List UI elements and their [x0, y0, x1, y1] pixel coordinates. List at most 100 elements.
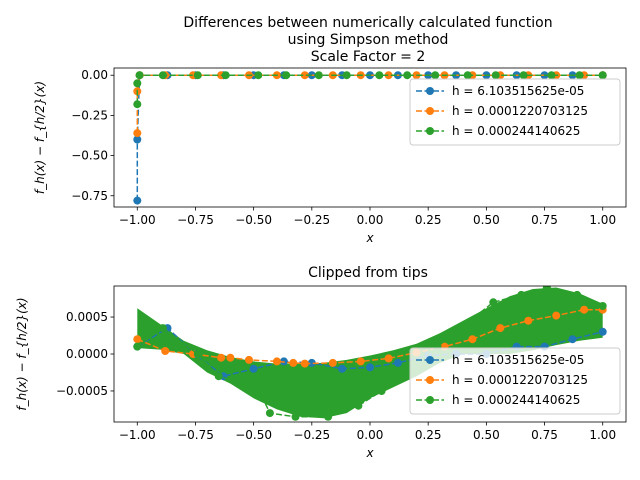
series-1-point	[366, 363, 374, 372]
series-3-point	[314, 71, 323, 80]
series-3-point	[135, 71, 144, 80]
series-3-point	[291, 412, 300, 421]
x-tick-label: 1.00	[589, 213, 616, 227]
series-2-point	[328, 358, 337, 367]
x-tick-label: 0.75	[531, 213, 558, 227]
plot-1: −1.00 −0.75 −0.50 −0.25 0.00 0.25 0.50 0.75 1.00…	[33, 67, 627, 245]
plot2-title: Clipped from tips	[308, 265, 428, 281]
series-3-point	[354, 401, 363, 410]
series-3-point	[240, 379, 249, 388]
x-tick-label: −0.25	[293, 428, 330, 442]
legend-frame	[409, 78, 621, 146]
y-axis-label: f_h(x) − f_{h/2}(x)	[33, 81, 47, 194]
series-3-point	[542, 286, 551, 292]
x-tick-label: −0.50	[235, 213, 272, 227]
x-tick-label: −1.00	[119, 428, 156, 442]
legend-label: h = 0.0001220703125	[452, 104, 588, 118]
series-2-point	[161, 347, 170, 355]
figure-title-line-1: Differences between numerically calculat…	[183, 15, 552, 31]
series-3-point	[254, 71, 263, 80]
series-2-point	[384, 71, 393, 80]
y-tick-label: 0.00	[81, 68, 108, 82]
x-axis-label: x	[365, 446, 374, 460]
y-axis-label: f_h(x) − f_{h/2}(x)	[15, 297, 29, 410]
series-3-point	[221, 71, 230, 80]
series-2-point	[524, 316, 533, 325]
series-3-point	[377, 387, 386, 395]
plot-1-content	[133, 71, 607, 205]
legend-swatch-marker	[426, 396, 434, 404]
series-1-point	[249, 364, 258, 373]
x-tick-label: 0.50	[473, 428, 500, 442]
x-tick-label: −0.75	[177, 428, 214, 442]
series-3-point	[461, 320, 470, 329]
series-3-point	[375, 71, 384, 80]
x-tick-label: 0.00	[357, 213, 384, 227]
legend-label: h = 0.000244140625	[452, 393, 580, 407]
y-tick-label: −0.50	[71, 149, 108, 163]
series-2-point	[289, 358, 298, 367]
series-1-point	[598, 327, 607, 336]
series-2-point	[300, 71, 309, 80]
series-2-point	[272, 357, 281, 366]
series-3-point	[214, 372, 223, 381]
x-axis-label: x	[365, 231, 374, 245]
y-tick-label: −0.25	[71, 108, 108, 122]
y-tick-label: −0.0005	[56, 384, 108, 398]
series-3-point	[463, 71, 472, 80]
series-2-point	[245, 355, 253, 364]
series-3-point	[193, 350, 202, 358]
series-3-point	[575, 71, 584, 80]
legend: h = 6.103515625e-05 h = 0.0001220703125 h …	[409, 78, 621, 146]
series-3-point	[519, 71, 528, 80]
series-3-point	[258, 394, 267, 403]
legend-swatch-marker	[426, 107, 434, 115]
series-3-point	[598, 302, 607, 310]
series-2-point	[133, 129, 142, 138]
legend-label: h = 6.103515625e-05	[452, 84, 584, 98]
figure-title-line-2: using Simpson method	[288, 32, 449, 48]
series-3-point	[342, 71, 351, 80]
series-3-point	[517, 290, 526, 299]
series-3-point	[489, 298, 498, 307]
x-tick-label: 0.50	[473, 213, 500, 227]
x-tick-label: −0.50	[235, 428, 272, 442]
series-3-point	[598, 71, 607, 80]
series-3-point	[158, 71, 167, 80]
series-3-point	[491, 71, 500, 80]
x-tick-label: 0.25	[415, 428, 442, 442]
series-2-point	[580, 305, 589, 314]
oscillation-band	[137, 287, 603, 419]
series-3-point	[403, 71, 412, 80]
x-tick-label: 0.00	[357, 428, 384, 442]
legend-swatch-marker	[426, 127, 434, 135]
x-tick-label: −1.00	[119, 213, 156, 227]
series-2-point	[468, 335, 477, 344]
series-2-point	[217, 353, 226, 362]
legend-frame	[409, 347, 621, 415]
legend-label: h = 0.000244140625	[452, 124, 580, 138]
series-2-point	[300, 359, 309, 368]
series-1-point	[568, 335, 577, 344]
x-tick-label: 0.25	[415, 213, 442, 227]
legend-swatch-marker	[426, 87, 434, 95]
series-1-point	[133, 196, 142, 205]
series-3-point	[324, 412, 333, 421]
x-tick-label: 1.00	[589, 428, 616, 442]
series-3-point	[431, 71, 440, 80]
legend-swatch-marker	[426, 376, 434, 384]
series-1-point	[307, 358, 316, 367]
legend-swatch-marker	[426, 356, 434, 364]
series-3-point	[133, 100, 142, 109]
series-2-point	[496, 324, 505, 333]
series-1-point	[338, 364, 347, 373]
series-2-point	[552, 311, 561, 320]
series-3-point	[133, 79, 142, 88]
series-3-point	[265, 409, 274, 418]
legend-label: h = 6.103515625e-05	[452, 353, 584, 367]
series-3-point	[547, 71, 556, 80]
series-2-point	[356, 357, 365, 366]
series-3-point	[133, 342, 142, 351]
series-2-point	[384, 354, 393, 363]
